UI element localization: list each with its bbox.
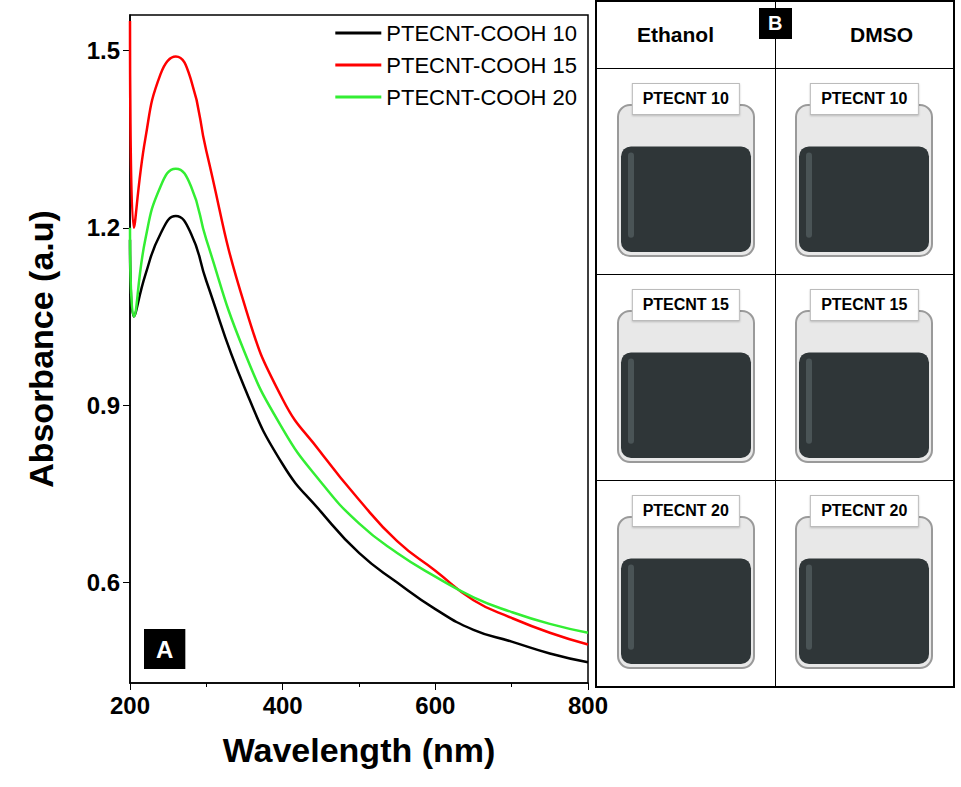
svg-text:400: 400 [263, 692, 303, 719]
svg-text:PTECNT-COOH 20: PTECNT-COOH 20 [386, 85, 577, 110]
svg-text:Absorbance (a.u): Absorbance (a.u) [22, 210, 60, 488]
svg-text:800: 800 [568, 692, 608, 719]
svg-text:0.9: 0.9 [87, 392, 120, 419]
html-text:PTECNT 20: PTECNT 20 [642, 502, 729, 519]
html-text:PTECNT 15: PTECNT 15 [642, 296, 729, 313]
html-text:PTECNT 10: PTECNT 10 [821, 90, 908, 107]
html-text:PTECNT 10: PTECNT 10 [642, 90, 729, 107]
svg-text:PTECNT-COOH 15: PTECNT-COOH 15 [386, 53, 577, 78]
html-text:PTECNT 20: PTECNT 20 [821, 502, 908, 519]
svg-text:1.5: 1.5 [87, 37, 120, 64]
svg-text:PTECNT-COOH 10: PTECNT-COOH 10 [386, 21, 577, 46]
svg-text:A: A [156, 636, 173, 663]
svg-text:Wavelength (nm): Wavelength (nm) [223, 731, 496, 769]
html-text:DMSO: DMSO [850, 23, 913, 46]
svg-text:200: 200 [110, 692, 150, 719]
html-text:B: B [768, 12, 783, 34]
html-text:PTECNT 15: PTECNT 15 [821, 296, 908, 313]
svg-text:1.2: 1.2 [87, 214, 120, 241]
svg-text:600: 600 [415, 692, 455, 719]
svg-text:0.6: 0.6 [87, 569, 120, 596]
html-text:Ethanol: Ethanol [637, 23, 714, 46]
